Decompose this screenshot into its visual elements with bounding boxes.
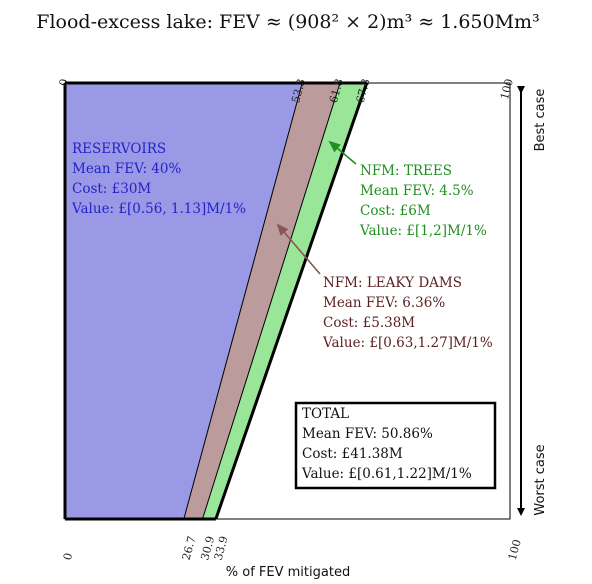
trees-pointer-arrow [328, 140, 357, 165]
total-title: TOTAL [302, 406, 349, 422]
trees-value: Value: £[1,2]M/1% [359, 223, 487, 239]
total-fev: Mean FEV: 50.86% [302, 426, 433, 442]
bottom-tick-label-3: 33.9 [212, 535, 231, 562]
diagram-title: Flood-excess lake: FEV ≈ (908² × 2)m³ ≈ … [36, 11, 539, 33]
bottom-tick-label-1: 26.7 [180, 535, 199, 562]
top-tick-label-3: 67.8 [354, 77, 373, 104]
leaky-dams-title: NFM: LEAKY DAMS [323, 275, 462, 291]
total-box [294, 401, 497, 490]
top-tick-label-0: 0 [57, 77, 71, 87]
reservoirs-cost: Cost: £30M [72, 181, 151, 197]
best-case-label: Best case [533, 89, 548, 152]
total-value: Value: £[0.61,1.22]M/1% [301, 466, 472, 482]
bottom-tick-label-0: 0 [61, 552, 75, 562]
leaky-dams-band [183, 83, 341, 519]
reservoirs-value: Value: £[0.56, 1.13]M/1% [71, 201, 246, 217]
worst-case-label: Worst case [533, 444, 548, 515]
leaky-dams-value: Value: £[0.63,1.27]M/1% [322, 335, 493, 351]
bottom-tick-label-2: 30.9 [198, 535, 217, 562]
trees-title: NFM: TREES [360, 163, 452, 179]
top-tick-label-1: 53.3 [289, 77, 308, 104]
trees-fev: Mean FEV: 4.5% [360, 183, 474, 199]
leaky-dams-fev: Mean FEV: 6.36% [323, 295, 445, 311]
reservoirs-band [65, 83, 303, 519]
x-axis-label: % of FEV mitigated [226, 565, 350, 580]
reservoirs-fev: Mean FEV: 40% [72, 161, 181, 177]
top-tick-label-4: 100 [498, 77, 516, 101]
top-tick-label-2: 61.8 [327, 77, 346, 104]
total-cost: Cost: £41.38M [302, 446, 403, 462]
leaky-dams-cost: Cost: £5.38M [323, 315, 415, 331]
leaky-dams-label: NFM: LEAKY DAMS Mean FEV: 6.36% Cost: £5… [322, 275, 493, 351]
leaky-dams-edge-line [202, 82, 341, 520]
trees-cost: Cost: £6M [360, 203, 431, 219]
trees-label: NFM: TREES Mean FEV: 4.5% Cost: £6M Valu… [359, 163, 487, 239]
top-tick-labels: 0 53.3 61.8 67.8 100 [57, 77, 516, 104]
bottom-tick-label-4: 100 [506, 538, 524, 562]
trees-band [202, 83, 367, 519]
reservoirs-edge-line [183, 82, 303, 520]
total-edge-line [214, 82, 369, 520]
total-label: TOTAL Mean FEV: 50.86% Cost: £41.38M Val… [301, 406, 472, 482]
reservoirs-label: RESERVOIRS Mean FEV: 40% Cost: £30M Valu… [71, 141, 246, 217]
bottom-tick-labels: 0 26.7 30.933.9 100 [61, 535, 524, 562]
leaky-dams-pointer-arrow [276, 223, 321, 275]
reservoirs-title: RESERVOIRS [72, 141, 166, 157]
